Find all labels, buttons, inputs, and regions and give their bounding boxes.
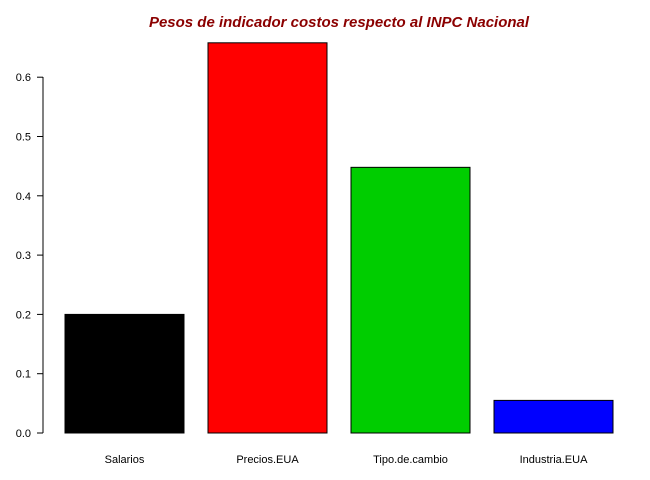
bar-salarios [64,313,185,434]
y-tick-label: 0.4 [16,191,31,203]
y-tick-label: 0.6 [16,72,31,84]
bar-precios-eua [207,42,328,434]
y-tick-label: 0.0 [16,428,31,440]
y-axis: 0.0 0.1 0.2 0.3 0.4 0.5 0.6 [16,72,43,440]
bars [64,42,614,434]
chart-title: Pesos de indicador costos respecto al IN… [149,14,530,31]
y-tick-label: 0.3 [16,250,31,262]
x-category-label: Salarios [105,454,145,466]
y-tick-label: 0.2 [16,309,31,321]
x-category-label: Precios.EUA [236,454,299,466]
x-category-label: Tipo.de.cambio [373,454,448,466]
x-axis-labels: Salarios Precios.EUA Tipo.de.cambio Industr… [105,454,588,466]
bar-industria-eua [493,399,614,434]
bar-tipo-de-cambio [350,166,471,434]
y-tick-label: 0.1 [16,369,31,381]
x-category-label: Industria.EUA [520,454,589,466]
y-tick-label: 0.5 [16,132,31,144]
